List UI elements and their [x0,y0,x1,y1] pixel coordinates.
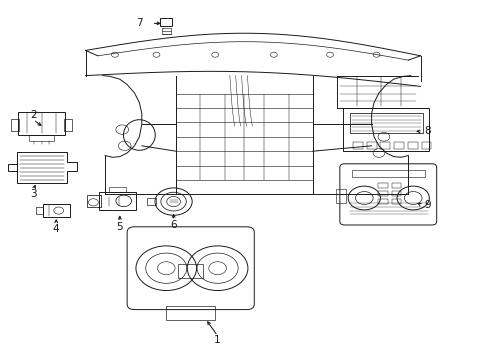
Bar [407,142,417,149]
Bar [99,192,136,210]
Bar [343,108,428,151]
Text: 4: 4 [53,224,60,234]
Bar [391,199,401,204]
Bar [366,142,376,149]
Text: 2: 2 [30,110,37,120]
Bar [36,207,43,214]
Text: 3: 3 [30,189,37,199]
Bar [335,189,345,203]
Text: 6: 6 [170,220,177,230]
Bar [380,142,389,149]
Bar [64,119,72,131]
Text: 8: 8 [424,126,430,136]
Bar [391,191,401,196]
Bar [393,142,403,149]
Bar [87,195,101,207]
Bar [109,187,126,192]
Bar [391,183,401,188]
Bar [349,113,422,133]
Bar [351,170,425,177]
Bar [166,306,215,320]
Bar [352,142,362,149]
Bar [178,264,203,278]
Bar [29,135,54,141]
Text: 1: 1 [214,335,221,345]
Bar [146,198,155,205]
Bar [377,199,387,204]
Text: 7: 7 [136,18,142,28]
Bar [421,142,430,149]
Bar [160,18,172,26]
Bar [377,191,387,196]
Bar [42,204,70,217]
Text: 5: 5 [116,222,123,232]
Bar [18,112,65,135]
Text: 9: 9 [424,200,430,210]
Bar [11,119,19,131]
Bar [377,183,387,188]
